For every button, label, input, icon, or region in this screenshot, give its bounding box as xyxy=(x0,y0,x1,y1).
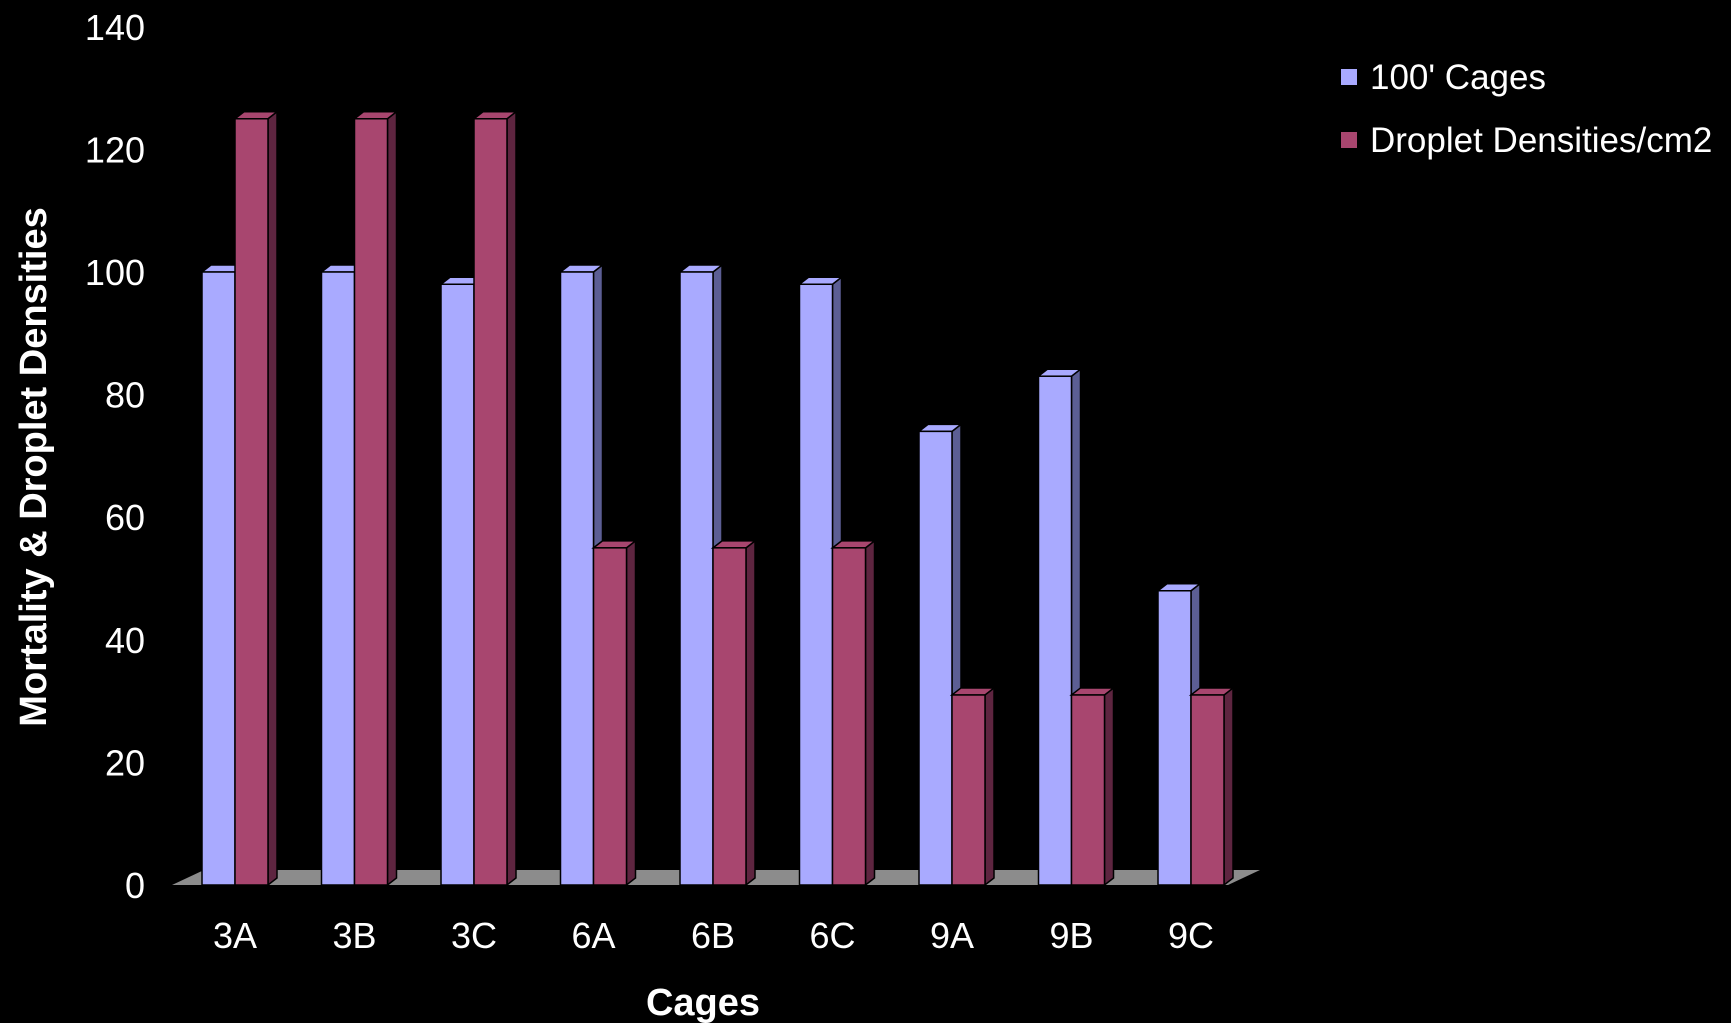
x-axis-title: Cages xyxy=(646,982,760,1023)
legend: 100' Cages Droplet Densities/cm2 xyxy=(1341,58,1712,160)
x-tick-label: 6C xyxy=(809,915,855,956)
bar-side xyxy=(1223,686,1234,887)
bar-side xyxy=(1103,686,1115,887)
legend-label: 100' Cages xyxy=(1370,58,1546,97)
y-tick-label: 40 xyxy=(105,620,145,661)
x-tick-label: 6B xyxy=(691,915,735,956)
bar-front xyxy=(234,118,269,886)
bar-front xyxy=(679,271,714,886)
bar-front xyxy=(798,283,834,886)
y-tick-label: 20 xyxy=(105,742,145,783)
y-tick-label: 80 xyxy=(105,375,145,416)
bar-front xyxy=(951,694,986,886)
bars-group xyxy=(199,110,1236,887)
bar-side xyxy=(506,110,517,887)
bar-side xyxy=(625,539,637,887)
bar-9b-series-2 xyxy=(1069,686,1116,887)
bar-front xyxy=(353,118,389,886)
bar-9b-series-1 xyxy=(1036,367,1083,887)
bar-front xyxy=(559,271,595,886)
y-axis-title: Mortality & Droplet Densities xyxy=(13,207,55,726)
bar-front xyxy=(473,118,508,886)
x-tick-label: 9B xyxy=(1049,915,1093,956)
x-tick-label: 3A xyxy=(213,915,257,956)
x-tick-label: 3B xyxy=(332,915,376,956)
bar-front xyxy=(918,430,953,886)
x-tick-label: 9A xyxy=(930,915,974,956)
bar-front xyxy=(1037,375,1073,886)
bar-side xyxy=(386,110,398,887)
x-tick-label: 6A xyxy=(571,915,615,956)
y-tick-label: 0 xyxy=(125,865,145,906)
bar-front xyxy=(831,547,867,886)
bar-6a-series-2 xyxy=(591,539,638,887)
y-tick-label: 60 xyxy=(105,497,145,538)
bar-front xyxy=(1157,590,1192,886)
bar-3c-series-2 xyxy=(471,110,519,887)
bar-3b-series-2 xyxy=(352,110,399,887)
y-tick-label: 120 xyxy=(85,129,145,170)
bar-9a-series-2 xyxy=(949,686,997,887)
bar-front xyxy=(1190,694,1225,886)
bar-side xyxy=(984,686,995,887)
bar-front xyxy=(712,547,747,886)
bar-side xyxy=(267,110,278,887)
y-axis-ticks: 0 20 40 60 80 100 120 140 xyxy=(85,7,145,906)
x-axis-ticks: 3A 3B 3C 6A 6B 6C 9A 9B 9C xyxy=(213,915,1214,956)
bar-front xyxy=(592,547,628,886)
x-tick-label: 9C xyxy=(1168,915,1214,956)
legend-swatch xyxy=(1341,69,1357,85)
bar-9c-series-2 xyxy=(1188,686,1236,887)
bar-6c-series-2 xyxy=(830,539,877,887)
legend-label: Droplet Densities/cm2 xyxy=(1370,121,1712,160)
y-tick-label: 140 xyxy=(85,7,145,48)
y-tick-label: 100 xyxy=(85,252,145,293)
x-tick-label: 3C xyxy=(451,915,497,956)
bar-front xyxy=(320,271,356,886)
bar-front xyxy=(201,271,236,886)
bar-front xyxy=(440,283,475,886)
bar-front xyxy=(1070,694,1106,886)
legend-swatch xyxy=(1341,132,1357,148)
bar-side xyxy=(745,539,756,887)
bar-6b-series-2 xyxy=(710,539,758,887)
bar-side xyxy=(864,539,876,887)
bar-3a-series-2 xyxy=(232,110,280,887)
